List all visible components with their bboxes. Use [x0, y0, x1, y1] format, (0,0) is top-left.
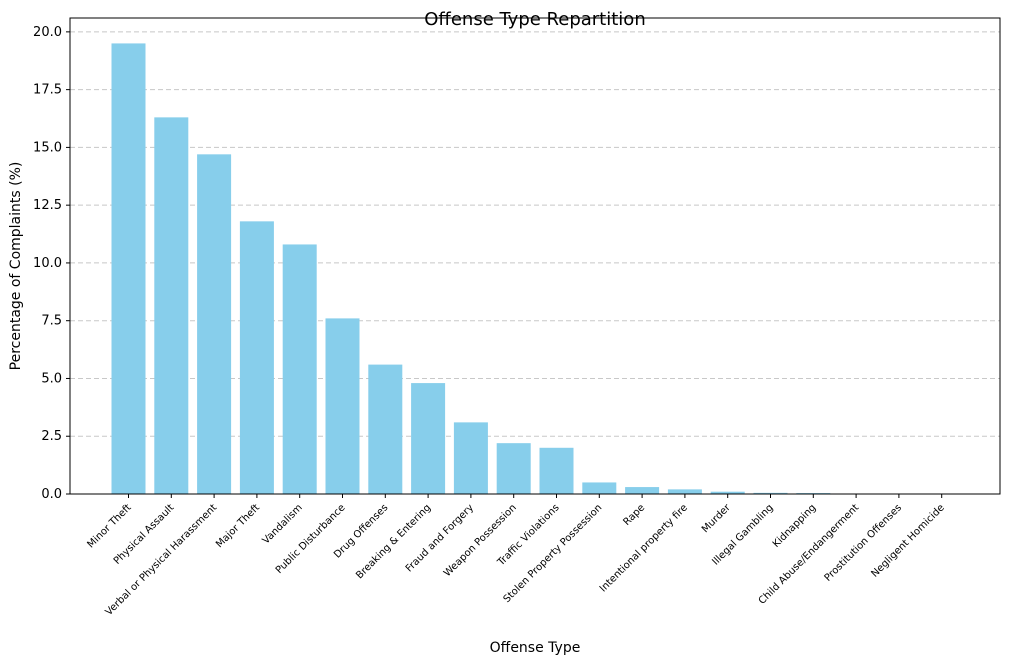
y-tick-label: 10.0	[33, 256, 62, 271]
bar	[753, 492, 788, 494]
x-tick-label: Intentional property fire	[598, 502, 690, 594]
bar	[282, 244, 317, 494]
y-axis: 0.0 2.5 5.0 7.5 10.0 12.5 15.0 17.5 20.0	[33, 25, 70, 502]
bar	[667, 489, 702, 494]
bar	[582, 482, 617, 494]
x-tick-label: Weapon Possession	[442, 502, 519, 579]
chart-title: Offense Type Repartition	[424, 9, 645, 30]
bar	[239, 221, 274, 494]
y-tick-label: 17.5	[33, 83, 62, 98]
x-tick-label: Kidnapping	[771, 502, 819, 550]
y-tick-label: 12.5	[33, 198, 62, 213]
y-tick-label: 15.0	[33, 140, 62, 155]
y-tick-label: 5.0	[41, 371, 62, 386]
bar	[325, 318, 360, 494]
bar	[453, 422, 488, 494]
bars	[111, 43, 959, 495]
x-tick-label: Breaking & Entering	[354, 502, 433, 581]
y-tick-label: 20.0	[33, 25, 62, 40]
y-axis-label: Percentage of Complaints (%)	[8, 162, 24, 371]
x-tick-label: Negligent Homicide	[869, 502, 946, 579]
bar	[625, 487, 660, 494]
bar	[368, 364, 403, 494]
bar	[154, 117, 189, 494]
x-tick-label: Rape	[622, 502, 648, 528]
bar	[411, 383, 446, 494]
x-axis-label: Offense Type	[490, 640, 581, 656]
x-tick-label: Prostitution Offenses	[823, 502, 904, 583]
bar	[197, 154, 232, 495]
bar	[496, 443, 531, 494]
y-tick-label: 7.5	[41, 314, 62, 329]
x-tick-label: Murder	[700, 502, 734, 536]
plot-frame	[69, 17, 1001, 495]
y-tick-label: 2.5	[41, 429, 62, 444]
bar	[539, 447, 574, 494]
bar	[111, 43, 146, 494]
x-tick-label: Vandalism	[261, 502, 305, 546]
y-tick-label: 0.0	[41, 487, 62, 502]
x-tick-label: Major Theft	[214, 502, 262, 550]
bar	[710, 491, 745, 494]
